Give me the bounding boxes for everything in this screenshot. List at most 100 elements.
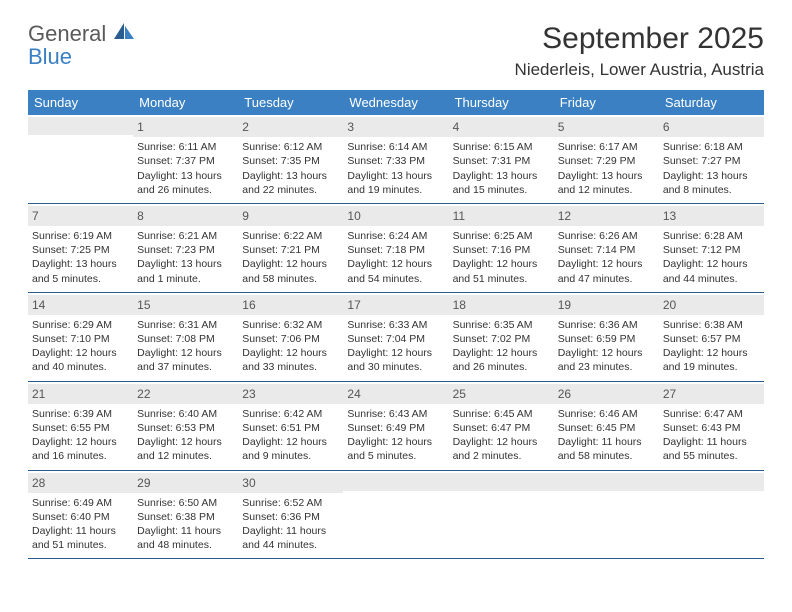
sunset-text: Sunset: 6:45 PM [558,421,655,435]
day-number: 1 [133,117,238,137]
day-header-mon: Monday [133,90,238,115]
calendar-cell: 15Sunrise: 6:31 AMSunset: 7:08 PMDayligh… [133,293,238,381]
day-number [343,473,448,491]
sunrise-text: Sunrise: 6:12 AM [242,140,339,154]
day-number: 26 [554,384,659,404]
sunrise-text: Sunrise: 6:43 AM [347,407,444,421]
daylight-text: Daylight: 12 hours and 16 minutes. [32,435,129,463]
sunset-text: Sunset: 7:04 PM [347,332,444,346]
sunrise-text: Sunrise: 6:49 AM [32,496,129,510]
day-number: 10 [343,206,448,226]
sunrise-text: Sunrise: 6:15 AM [453,140,550,154]
sunset-text: Sunset: 6:51 PM [242,421,339,435]
day-number: 5 [554,117,659,137]
sunset-text: Sunset: 7:35 PM [242,154,339,168]
sunrise-text: Sunrise: 6:47 AM [663,407,760,421]
sunrise-text: Sunrise: 6:19 AM [32,229,129,243]
day-number: 11 [449,206,554,226]
day-number: 13 [659,206,764,226]
day-number: 17 [343,295,448,315]
daylight-text: Daylight: 12 hours and 33 minutes. [242,346,339,374]
calendar-cell: 5Sunrise: 6:17 AMSunset: 7:29 PMDaylight… [554,115,659,203]
month-title: September 2025 [515,22,764,56]
logo-line2: Blue [28,44,72,69]
day-number: 30 [238,473,343,493]
daylight-text: Daylight: 12 hours and 19 minutes. [663,346,760,374]
daylight-text: Daylight: 12 hours and 26 minutes. [453,346,550,374]
day-header-tue: Tuesday [238,90,343,115]
day-header-sat: Saturday [659,90,764,115]
day-number: 27 [659,384,764,404]
day-number [659,473,764,491]
daylight-text: Daylight: 13 hours and 1 minute. [137,257,234,285]
sunset-text: Sunset: 7:37 PM [137,154,234,168]
daylight-text: Daylight: 13 hours and 12 minutes. [558,169,655,197]
logo: General Blue [28,22,136,68]
sunrise-text: Sunrise: 6:40 AM [137,407,234,421]
sunrise-text: Sunrise: 6:42 AM [242,407,339,421]
daylight-text: Daylight: 13 hours and 15 minutes. [453,169,550,197]
sunset-text: Sunset: 6:38 PM [137,510,234,524]
daylight-text: Daylight: 12 hours and 44 minutes. [663,257,760,285]
calendar-cell [554,471,659,559]
daylight-text: Daylight: 11 hours and 55 minutes. [663,435,760,463]
sunset-text: Sunset: 6:47 PM [453,421,550,435]
logo-text: General Blue [28,22,136,68]
calendar-cell: 23Sunrise: 6:42 AMSunset: 6:51 PMDayligh… [238,382,343,470]
sunset-text: Sunset: 7:18 PM [347,243,444,257]
calendar-cell: 1Sunrise: 6:11 AMSunset: 7:37 PMDaylight… [133,115,238,203]
calendar-cell: 13Sunrise: 6:28 AMSunset: 7:12 PMDayligh… [659,204,764,292]
day-number: 25 [449,384,554,404]
calendar-cell: 16Sunrise: 6:32 AMSunset: 7:06 PMDayligh… [238,293,343,381]
sunrise-text: Sunrise: 6:11 AM [137,140,234,154]
sunrise-text: Sunrise: 6:26 AM [558,229,655,243]
sunrise-text: Sunrise: 6:18 AM [663,140,760,154]
daylight-text: Daylight: 13 hours and 5 minutes. [32,257,129,285]
daylight-text: Daylight: 12 hours and 51 minutes. [453,257,550,285]
location-text: Niederleis, Lower Austria, Austria [515,60,764,80]
calendar-cell: 21Sunrise: 6:39 AMSunset: 6:55 PMDayligh… [28,382,133,470]
day-number [28,117,133,135]
sunset-text: Sunset: 7:27 PM [663,154,760,168]
sunset-text: Sunset: 6:49 PM [347,421,444,435]
sunset-text: Sunset: 6:59 PM [558,332,655,346]
day-number: 15 [133,295,238,315]
calendar-cell: 20Sunrise: 6:38 AMSunset: 6:57 PMDayligh… [659,293,764,381]
day-number: 2 [238,117,343,137]
calendar-cell: 7Sunrise: 6:19 AMSunset: 7:25 PMDaylight… [28,204,133,292]
sunset-text: Sunset: 7:14 PM [558,243,655,257]
daylight-text: Daylight: 11 hours and 48 minutes. [137,524,234,552]
daylight-text: Daylight: 12 hours and 2 minutes. [453,435,550,463]
calendar-cell: 17Sunrise: 6:33 AMSunset: 7:04 PMDayligh… [343,293,448,381]
sunrise-text: Sunrise: 6:29 AM [32,318,129,332]
daylight-text: Daylight: 12 hours and 47 minutes. [558,257,655,285]
sunset-text: Sunset: 6:57 PM [663,332,760,346]
sunset-text: Sunset: 7:31 PM [453,154,550,168]
sunset-text: Sunset: 6:40 PM [32,510,129,524]
sunrise-text: Sunrise: 6:32 AM [242,318,339,332]
day-header-thu: Thursday [449,90,554,115]
sunrise-text: Sunrise: 6:33 AM [347,318,444,332]
day-number: 22 [133,384,238,404]
header: General Blue September 2025 Niederleis, … [28,22,764,80]
sunrise-text: Sunrise: 6:31 AM [137,318,234,332]
calendar: Sunday Monday Tuesday Wednesday Thursday… [28,90,764,559]
day-number: 24 [343,384,448,404]
sunset-text: Sunset: 7:02 PM [453,332,550,346]
sunrise-text: Sunrise: 6:39 AM [32,407,129,421]
calendar-cell: 3Sunrise: 6:14 AMSunset: 7:33 PMDaylight… [343,115,448,203]
sunrise-text: Sunrise: 6:35 AM [453,318,550,332]
daylight-text: Daylight: 13 hours and 8 minutes. [663,169,760,197]
daylight-text: Daylight: 12 hours and 54 minutes. [347,257,444,285]
daylight-text: Daylight: 11 hours and 51 minutes. [32,524,129,552]
day-number: 29 [133,473,238,493]
sunset-text: Sunset: 7:08 PM [137,332,234,346]
calendar-cell: 28Sunrise: 6:49 AMSunset: 6:40 PMDayligh… [28,471,133,559]
calendar-cell: 4Sunrise: 6:15 AMSunset: 7:31 PMDaylight… [449,115,554,203]
sunset-text: Sunset: 7:25 PM [32,243,129,257]
day-number [449,473,554,491]
sunset-text: Sunset: 7:33 PM [347,154,444,168]
week-row: 21Sunrise: 6:39 AMSunset: 6:55 PMDayligh… [28,382,764,471]
day-number: 9 [238,206,343,226]
day-number: 3 [343,117,448,137]
